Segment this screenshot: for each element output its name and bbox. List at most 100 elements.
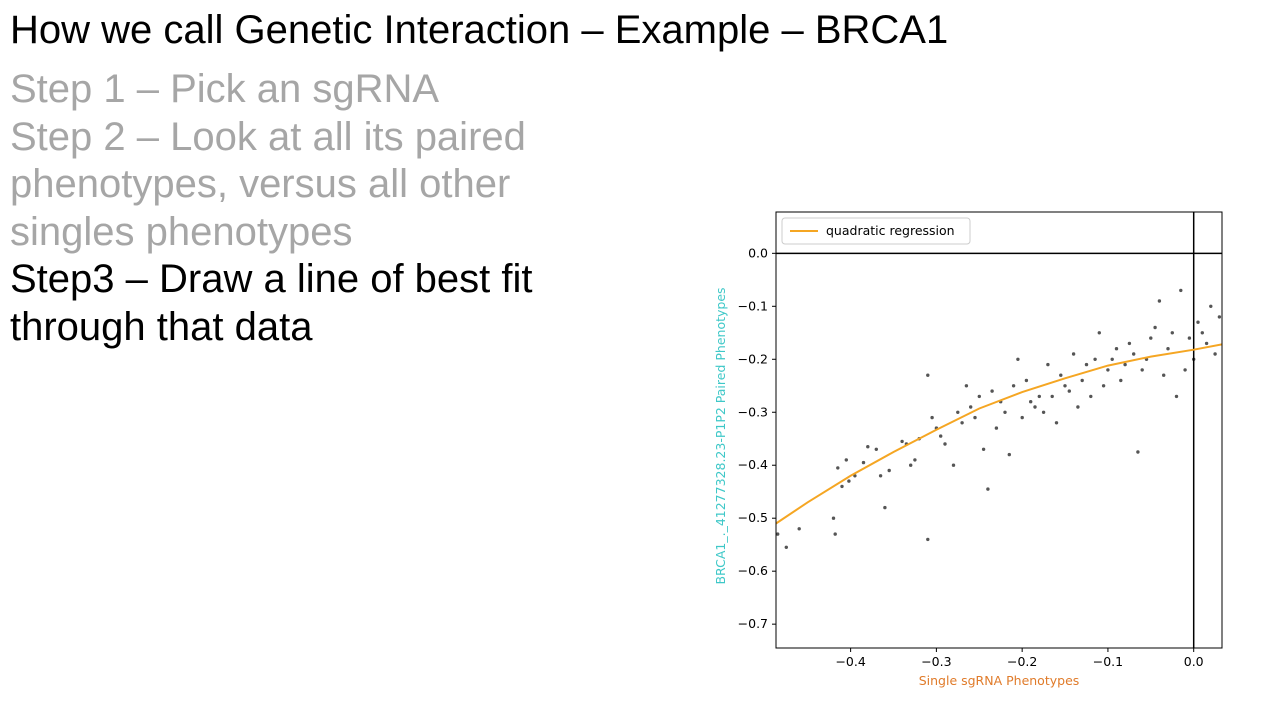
step-line-2: Step 2 – Look at all its paired [10,114,526,159]
data-point [1076,405,1080,409]
x-tick-label: −0.2 [1007,654,1037,669]
data-point [833,532,837,536]
y-axis-title: BRCA1_._41277328.23-P1P2 Paired Phenotyp… [713,287,728,584]
step-line-6: through that data [10,304,313,349]
data-point [1183,368,1187,372]
y-tick-label: −0.5 [738,510,768,525]
data-point [1063,384,1067,388]
data-point [1037,394,1041,399]
data-point [1093,357,1097,361]
data-point [1059,373,1063,377]
data-point [1024,378,1029,383]
data-point [1204,341,1209,346]
data-point [861,460,866,465]
data-point [883,505,887,510]
data-point [994,426,999,430]
data-point [1119,378,1123,383]
data-point [969,405,973,409]
plot-area [776,212,1222,648]
data-point [900,439,904,444]
data-point [930,415,934,420]
y-tick-label: −0.6 [738,563,768,578]
data-point [776,532,780,536]
data-point [1067,389,1071,393]
x-tick-label: 0.0 [1184,654,1204,669]
data-point [1213,352,1217,356]
data-point [1071,352,1076,356]
data-point [1209,304,1213,308]
data-point [960,421,964,425]
data-point [913,458,917,462]
y-tick-label: −0.4 [738,457,768,472]
x-tick-label: −0.3 [921,654,951,669]
data-point [1089,394,1093,399]
data-point [1132,352,1136,356]
data-point [866,445,870,449]
y-tick-label: −0.2 [738,351,768,366]
data-point [964,384,969,388]
data-point [926,537,930,542]
data-point [797,527,801,531]
data-point [874,447,878,451]
scatter-chart: −0.4 −0.3 −0.2 −0.1 0.0 0.0 −0.1 −0.2 −0.3 −0.4 −0… [713,211,1223,688]
step-line-4: singles phenotypes [10,209,353,254]
data-point [909,463,913,467]
data-point [1217,315,1222,319]
data-point [1033,405,1037,409]
data-point [844,458,848,462]
data-point [1123,362,1127,367]
data-point [1187,336,1192,340]
data-point [831,516,836,520]
data-point [990,389,994,393]
data-point [1106,368,1110,372]
data-point [1149,336,1153,340]
data-point [1097,331,1101,335]
regression-line [776,343,1222,525]
step-line-3: phenotypes, versus all other [10,162,511,206]
data-point [1166,347,1170,351]
data-point [1046,362,1050,367]
data-point [939,434,943,438]
data-point [1157,299,1162,303]
data-point [1114,347,1119,351]
y-tick-label: 0.0 [748,245,768,260]
data-point [784,545,788,549]
data-point [1020,415,1024,420]
data-point [1054,421,1059,425]
data-point [1041,410,1046,414]
legend-box [781,217,971,245]
data-point [1179,288,1183,293]
data-point [1007,452,1011,457]
data-point [981,447,986,451]
x-tick-label: −0.1 [1093,654,1123,669]
step-list: Step 1 – Pick an sgRNA Step 2 – Look at … [10,66,533,351]
data-point [951,463,956,467]
data-point [1200,331,1204,335]
data-point [887,468,891,473]
data-point [1127,341,1132,346]
data-point [986,487,990,491]
slide-title: How we call Genetic Interaction – Exampl… [10,8,949,52]
data-point [1011,384,1016,388]
y-tick-label: −0.7 [738,616,768,631]
data-point [1016,357,1020,361]
data-point [1140,368,1144,372]
data-point [1050,394,1054,399]
data-point [1029,400,1033,404]
data-point [1174,394,1179,399]
data-point [836,466,840,470]
data-point [840,484,844,489]
data-point [1170,331,1174,335]
data-point [973,415,977,420]
data-point [1162,373,1166,377]
data-point [1110,357,1114,361]
data-point [878,474,883,478]
data-point [956,410,960,414]
data-point [1003,410,1007,414]
legend-label: quadratic regression [826,223,955,238]
data-point [943,442,947,446]
step-line-5: Step3 – Draw a line of best fit [10,257,533,301]
x-axis-title: Single sgRNA Phenotypes [919,673,1080,688]
y-tick-label: −0.3 [738,404,768,419]
data-point [1101,384,1106,388]
